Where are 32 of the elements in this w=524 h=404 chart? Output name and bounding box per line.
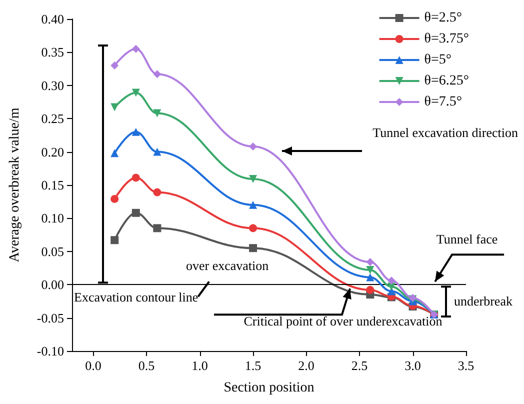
y-tick-label: 0.25 (41, 111, 64, 126)
x-tick-label: 2.0 (298, 358, 314, 373)
x-tick-label: 3.0 (404, 358, 421, 373)
y-tick-label: -0.05 (36, 310, 64, 326)
legend-label: θ=2.5° (424, 10, 462, 26)
y-tick-label: 0.05 (41, 244, 64, 259)
x-tick-label: 1.0 (192, 358, 208, 373)
annotation: over excavation (186, 258, 270, 273)
annotation: underbreak (454, 294, 513, 309)
legend-label: θ=3.75° (424, 32, 470, 46)
annotation: Excavation contour line (74, 290, 198, 305)
x-tick-label: 1.5 (244, 358, 262, 373)
y-tick-label: 0.20 (41, 144, 64, 160)
y-axis-title: Average overbreak value/m (8, 108, 22, 262)
y-tick-label: 0.35 (41, 44, 64, 60)
annotation: Tunnel face (436, 232, 498, 247)
legend-label: θ=5° (424, 52, 452, 68)
x-tick-label: 2.5 (351, 358, 368, 373)
y-tick-label: -0.10 (36, 344, 64, 358)
x-tick-label: 0.5 (138, 358, 155, 373)
annotation: Critical point of over underexcavation (244, 314, 443, 329)
y-tick-label: 0.00 (41, 277, 64, 292)
y-tick-label: 0.15 (41, 178, 64, 192)
y-tick-label: 0.40 (41, 12, 64, 26)
legend-label: θ=6.25° (424, 74, 470, 88)
legend-label: θ=7.5° (424, 94, 462, 110)
y-tick-label: 0.30 (41, 78, 64, 93)
x-tick-label: 3.5 (458, 358, 474, 373)
annotation: Tunnel excavation direction (372, 125, 518, 140)
x-tick-label: 0.0 (85, 358, 102, 373)
y-tick-label: 0.10 (41, 210, 64, 226)
x-axis-title: Section position (224, 380, 314, 396)
